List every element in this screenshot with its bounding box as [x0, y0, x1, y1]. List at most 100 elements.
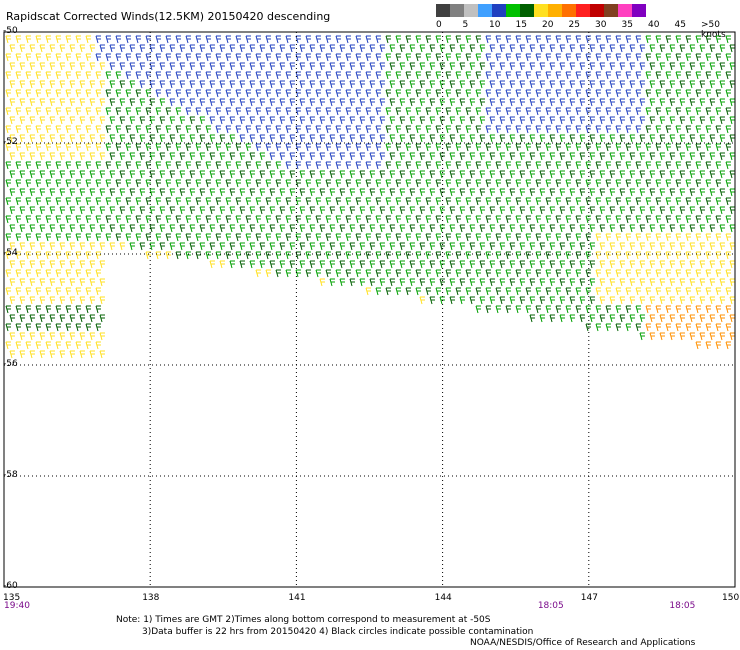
wind-barb — [719, 206, 725, 215]
wind-barb — [719, 224, 725, 233]
wind-barb — [559, 314, 565, 323]
wind-barb — [479, 98, 485, 107]
wind-barb — [529, 278, 535, 287]
wind-barb — [305, 71, 311, 80]
wind-barb — [539, 314, 545, 323]
wind-barb — [115, 143, 121, 152]
wind-barb — [599, 278, 605, 287]
wind-barb — [499, 242, 505, 251]
wind-barb — [445, 125, 451, 134]
wind-barb — [475, 251, 481, 260]
wind-barb — [125, 233, 131, 242]
wind-barb — [699, 242, 705, 251]
wind-barb — [35, 53, 41, 62]
wind-barb — [85, 323, 91, 332]
wind-barb — [315, 197, 321, 206]
wind-barb — [349, 80, 355, 89]
wind-barb — [225, 107, 231, 116]
wind-barb — [345, 161, 351, 170]
wind-barb — [149, 134, 155, 143]
wind-barb — [539, 98, 545, 107]
wind-barb — [709, 98, 715, 107]
wind-barb — [335, 233, 341, 242]
wind-barb — [79, 98, 85, 107]
wind-barb — [635, 143, 641, 152]
wind-barb — [19, 350, 25, 359]
wind-barb — [585, 233, 591, 242]
wind-barb — [595, 143, 601, 152]
wind-barb — [15, 35, 21, 44]
wind-barb — [305, 125, 311, 134]
wind-barb — [435, 89, 441, 98]
wind-barb — [719, 188, 725, 197]
wind-barb — [299, 260, 305, 269]
wind-barb — [679, 206, 685, 215]
wind-barb — [249, 224, 255, 233]
wind-barb — [165, 107, 171, 116]
wind-barb — [595, 89, 601, 98]
wind-barb — [109, 224, 115, 233]
wind-barb — [559, 134, 565, 143]
wind-barb — [705, 89, 711, 98]
wind-barb — [5, 35, 11, 44]
wind-barb — [379, 44, 385, 53]
wind-barb — [355, 71, 361, 80]
wind-barb — [705, 323, 711, 332]
wind-barb — [379, 80, 385, 89]
wind-barb — [685, 161, 691, 170]
legend-swatch — [534, 4, 548, 17]
wind-barb — [709, 332, 715, 341]
wind-barb — [579, 224, 585, 233]
wind-barb — [719, 44, 725, 53]
wind-barb — [559, 188, 565, 197]
wind-barb — [339, 242, 345, 251]
wind-barb — [69, 278, 75, 287]
wind-barb — [585, 35, 591, 44]
wind-barb — [629, 152, 635, 161]
wind-barb — [289, 44, 295, 53]
wind-barb — [85, 215, 91, 224]
wind-barb — [205, 35, 211, 44]
wind-barb — [95, 323, 101, 332]
wind-barb — [9, 332, 15, 341]
wind-barb — [615, 269, 621, 278]
wind-barb — [109, 116, 115, 125]
wind-barb — [609, 62, 615, 71]
wind-barb — [265, 233, 271, 242]
wind-barb — [629, 98, 635, 107]
wind-barb — [269, 44, 275, 53]
wind-barb — [515, 161, 521, 170]
wind-barb — [129, 62, 135, 71]
wind-barb — [229, 188, 235, 197]
wind-barb — [679, 170, 685, 179]
wind-barb — [285, 269, 291, 278]
wind-barb — [369, 278, 375, 287]
wind-barb — [379, 170, 385, 179]
wind-barb — [409, 134, 415, 143]
wind-barb — [675, 35, 681, 44]
wind-barb — [199, 206, 205, 215]
wind-barb — [29, 278, 35, 287]
wind-barb — [409, 152, 415, 161]
wind-barb — [675, 323, 681, 332]
wind-barb — [645, 305, 651, 314]
wind-barb — [375, 71, 381, 80]
wind-barb — [9, 242, 15, 251]
wind-barb — [59, 44, 65, 53]
wind-barb — [79, 170, 85, 179]
wind-barb — [539, 260, 545, 269]
wind-barb — [629, 242, 635, 251]
wind-barb — [619, 62, 625, 71]
wind-barb — [309, 116, 315, 125]
wind-barb — [725, 161, 731, 170]
wind-barb — [559, 170, 565, 179]
wind-barb — [459, 206, 465, 215]
wind-barb — [559, 242, 565, 251]
wind-barb — [195, 251, 201, 260]
wind-barb — [279, 80, 285, 89]
legend-swatch — [478, 4, 492, 17]
wind-barb — [475, 269, 481, 278]
wind-barb — [315, 143, 321, 152]
wind-barb — [539, 188, 545, 197]
wind-barb — [655, 125, 661, 134]
